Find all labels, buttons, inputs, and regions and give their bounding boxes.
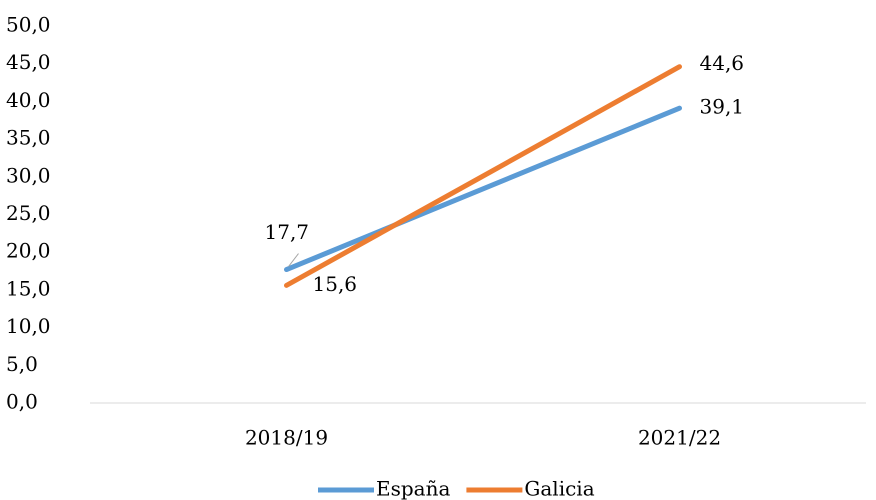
x-tick-label: 2018/19 bbox=[245, 426, 328, 450]
data-label: 44,6 bbox=[700, 51, 745, 75]
data-label: 17,7 bbox=[265, 220, 310, 244]
leader-line bbox=[288, 253, 299, 267]
y-tick-label: 30,0 bbox=[6, 163, 51, 187]
y-tick-label: 40,0 bbox=[6, 88, 51, 112]
legend-label: España bbox=[376, 477, 450, 500]
y-tick-label: 45,0 bbox=[6, 50, 51, 74]
legend-label: Galicia bbox=[524, 477, 594, 500]
y-tick-label: 10,0 bbox=[6, 314, 51, 338]
y-tick-label: 5,0 bbox=[6, 352, 38, 376]
y-tick-label: 25,0 bbox=[6, 201, 51, 225]
y-tick-label: 50,0 bbox=[6, 13, 51, 37]
y-tick-label: 20,0 bbox=[6, 239, 51, 263]
data-label: 39,1 bbox=[700, 95, 745, 119]
y-tick-label: 0,0 bbox=[6, 390, 38, 414]
y-tick-label: 35,0 bbox=[6, 126, 51, 150]
line-series bbox=[284, 64, 682, 288]
x-tick-label: 2021/22 bbox=[638, 426, 721, 450]
y-tick-label: 15,0 bbox=[6, 276, 51, 300]
line-series bbox=[284, 105, 682, 273]
data-label: 15,6 bbox=[313, 272, 358, 296]
